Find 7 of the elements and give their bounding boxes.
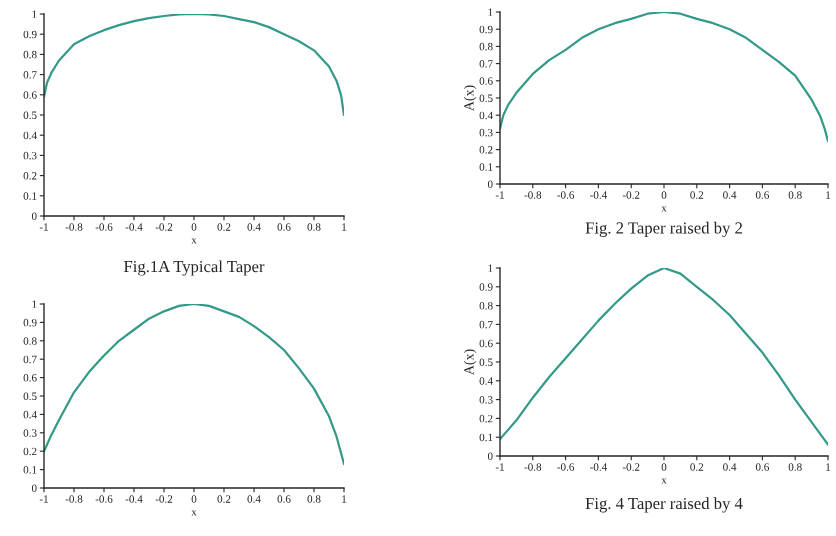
text: Fig. 2 Taper raised by 2	[585, 221, 742, 237]
text: Fig.1A Typical Taper	[123, 260, 265, 276]
line-series	[44, 304, 344, 466]
text: Fig. 4 Taper raised by 4	[585, 497, 743, 513]
line-series	[500, 268, 828, 446]
line-series	[44, 14, 344, 117]
line-series	[500, 12, 828, 143]
